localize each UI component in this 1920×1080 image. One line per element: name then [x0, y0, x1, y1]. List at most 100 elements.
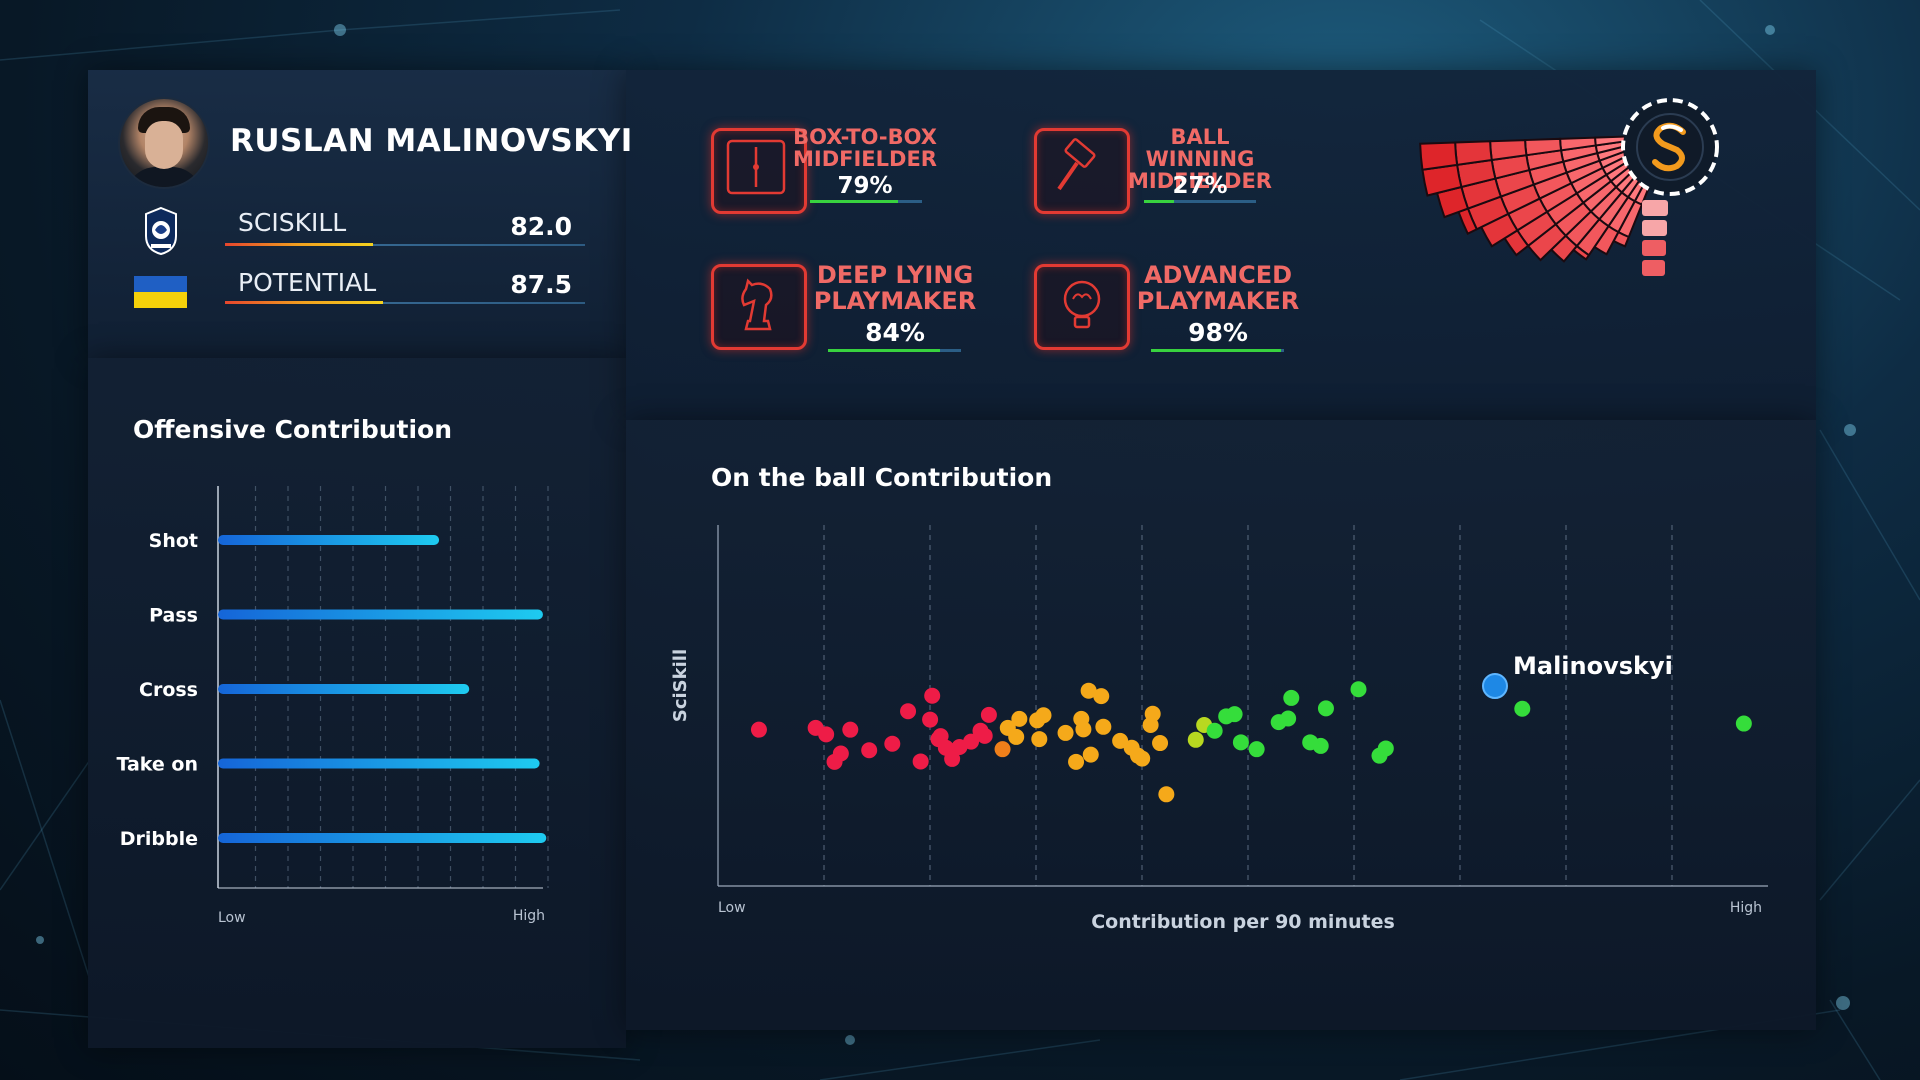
- highlight-label: Malinovskyi: [1513, 652, 1673, 680]
- scatter-point: [861, 742, 878, 759]
- sciskill-label: SCISKILL: [238, 208, 347, 237]
- role-advanced-title: ADVANCED PLAYMAKER: [1136, 261, 1300, 315]
- role-ball-winning-bar: [1144, 200, 1256, 203]
- scatter-point: [750, 721, 767, 738]
- bar-cross: [218, 684, 470, 694]
- role-deep-lying-bar: [828, 349, 961, 352]
- atalanta-crest-icon: [145, 206, 177, 256]
- bar-pass: [218, 609, 543, 620]
- scatter-point: [1158, 786, 1175, 803]
- scatter-point: [930, 731, 947, 748]
- scatter-point: [1232, 734, 1249, 751]
- scatter-point: [1035, 707, 1052, 724]
- bar-dribble: [218, 833, 547, 843]
- bar-shot: [218, 535, 440, 545]
- scatter-point: [1144, 705, 1161, 722]
- role-fan-graphic: [1419, 135, 1668, 276]
- bar-category-label: Dribble: [120, 828, 198, 850]
- scatter-point: [1031, 731, 1048, 748]
- scatter-point: [1093, 688, 1110, 705]
- potential-value: 87.5: [510, 270, 572, 299]
- scatter-y-label: SciSkill: [670, 649, 691, 722]
- fan-stem-segment: [1642, 200, 1668, 216]
- bar-category-label: Take on: [116, 754, 198, 776]
- scatter-point: [1134, 750, 1151, 767]
- scatter-point: [1206, 722, 1223, 739]
- fan-segment: [1419, 141, 1459, 171]
- scatter-point: [972, 722, 989, 739]
- scatter-point: [922, 711, 939, 728]
- fan-stem-segment: [1642, 240, 1666, 256]
- scatter-x-label: Contribution per 90 minutes: [1091, 911, 1395, 933]
- scatter-point: [1302, 734, 1319, 751]
- player-name: RUSLAN MALINOVSKYI: [230, 123, 633, 159]
- scatter-point: [1057, 724, 1074, 741]
- scatter-point: [818, 726, 835, 743]
- player-avatar: [118, 97, 210, 189]
- scatter-point: [1187, 731, 1204, 748]
- scatter-point-highlight: [1482, 673, 1508, 700]
- scatter-point: [980, 706, 997, 723]
- potential-label: POTENTIAL: [238, 268, 377, 297]
- scatter-point: [1080, 682, 1097, 699]
- scatter-point: [1152, 735, 1169, 752]
- box-to-box-icon: [711, 128, 807, 214]
- scatter-point: [1514, 700, 1531, 717]
- brain-bulb-icon: [1034, 264, 1130, 350]
- potential-level-bar: [225, 301, 585, 304]
- role-advanced-bar: [1151, 349, 1284, 352]
- offensive-panel: [88, 358, 626, 1048]
- scatter-point: [1377, 740, 1394, 757]
- bar-x-tick-high: High: [513, 908, 545, 924]
- scatter-point: [1317, 700, 1334, 717]
- scatter-point: [1075, 721, 1092, 738]
- scatter-point: [912, 753, 929, 770]
- scatter-point: [1280, 710, 1297, 727]
- scatter-point: [1112, 732, 1129, 749]
- scatter-point: [1082, 746, 1099, 763]
- offensive-chart-title: Offensive Contribution: [133, 415, 453, 444]
- scatter-point: [1248, 741, 1265, 758]
- bar-take-on: [218, 758, 540, 769]
- roles-panel: [626, 70, 1816, 420]
- scatter-point: [1283, 689, 1300, 706]
- sciskill-value: 82.0: [510, 212, 572, 241]
- role-deep-lying-title: DEEP LYING PLAYMAKER: [813, 261, 977, 315]
- scatter-point: [1226, 706, 1243, 723]
- bar-category-label: Pass: [149, 605, 198, 627]
- scatter-point: [1068, 753, 1085, 770]
- scatter-point: [963, 733, 980, 750]
- scatter-point: [924, 687, 941, 704]
- scatter-x-tick-high: High: [1730, 900, 1762, 916]
- fan-stem-segment: [1642, 220, 1667, 236]
- fan-segment: [1454, 140, 1493, 167]
- role-ball-winning-title: BALL WINNING MIDFIELDER: [1128, 125, 1272, 193]
- offensive-contribution-chart: Shot Pass Cross Take on Dribble Low High: [116, 486, 549, 926]
- scatter-point: [884, 735, 901, 752]
- fan-stem-segment: [1642, 260, 1665, 276]
- role-box-to-box-bar: [810, 200, 922, 203]
- hammer-icon: [1034, 128, 1130, 214]
- bar-category-label: Shot: [149, 530, 198, 552]
- on-ball-contribution-chart: Malinovskyi Contribution per 90 minutes Sc…: [670, 525, 1768, 933]
- role-box-to-box-title: BOX-TO-BOX MIDFIELDER: [793, 125, 937, 171]
- scatter-point: [826, 753, 843, 770]
- scatter-point: [1095, 718, 1112, 735]
- sciskill-logo-icon: [1621, 98, 1719, 196]
- on-ball-chart-title: On the ball Contribution: [711, 463, 1053, 492]
- scatter-point: [994, 741, 1011, 758]
- bar-x-tick-low: Low: [218, 910, 246, 926]
- role-box-to-box-percent: 79%: [837, 173, 893, 199]
- scatter-point: [1008, 728, 1025, 745]
- scatter-point: [1011, 710, 1028, 727]
- scatter-point: [1350, 681, 1367, 698]
- scatter-x-tick-low: Low: [718, 900, 746, 916]
- scatter-point: [1735, 715, 1752, 732]
- role-deep-lying-percent: 84%: [865, 318, 925, 347]
- ukraine-flag-icon: [134, 276, 187, 308]
- chess-knight-icon: [711, 264, 807, 350]
- scatter-point: [842, 721, 859, 738]
- bar-category-label: Cross: [139, 679, 198, 701]
- scatter-point: [944, 750, 961, 767]
- scatter-point: [900, 703, 917, 720]
